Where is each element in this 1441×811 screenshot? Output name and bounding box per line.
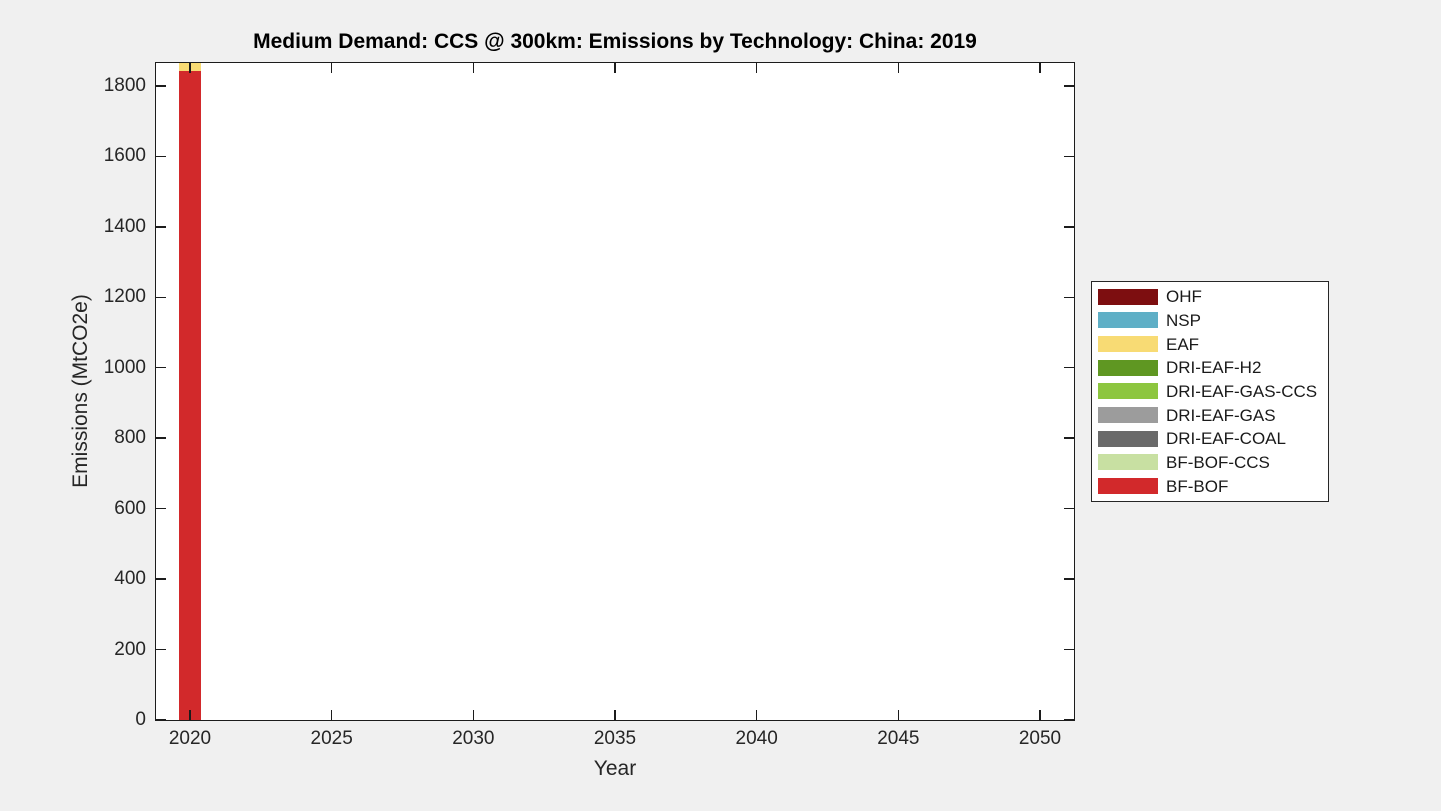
y-tick-mark-right xyxy=(1064,507,1074,510)
y-tick-mark xyxy=(156,437,166,439)
legend-row-dri-eaf-gas: DRI-EAF-GAS xyxy=(1098,407,1328,424)
x-tick-mark xyxy=(1039,710,1041,720)
x-tick-mark-top xyxy=(755,63,758,73)
y-tick-label: 1800 xyxy=(103,74,146,96)
y-tick-mark-right xyxy=(1064,648,1074,651)
legend-label: NSP xyxy=(1166,310,1201,330)
legend-row-dri-eaf-coal: DRI-EAF-COAL xyxy=(1098,430,1328,447)
x-tick-label: 2040 xyxy=(735,728,778,749)
bar-segment-bf-bof xyxy=(178,71,202,720)
legend-swatch-icon xyxy=(1098,312,1158,329)
legend-swatch-icon xyxy=(1098,359,1158,376)
x-tick-label: 2035 xyxy=(593,728,637,749)
y-tick-label: 1200 xyxy=(103,286,146,308)
legend-row-dri-eaf-h2: DRI-EAF-H2 xyxy=(1098,359,1328,376)
legend-swatch-icon xyxy=(1098,454,1158,471)
y-tick-mark-right xyxy=(1064,437,1074,439)
x-tick-mark xyxy=(755,710,758,720)
y-tick-label: 1600 xyxy=(103,145,146,167)
x-tick-label: 2050 xyxy=(1018,728,1062,749)
chart-title: Medium Demand: CCS @ 300km: Emissions by… xyxy=(253,30,977,53)
x-tick-mark-top xyxy=(189,63,191,73)
legend-label: DRI-EAF-GAS-CCS xyxy=(1166,381,1318,401)
legend-label: DRI-EAF-H2 xyxy=(1166,358,1262,378)
x-tick-mark-top xyxy=(897,63,900,73)
y-tick-mark xyxy=(156,578,166,580)
legend-label: BF-BOF xyxy=(1166,476,1229,496)
y-tick-mark xyxy=(156,648,166,651)
legend-swatch-icon xyxy=(1098,288,1158,305)
y-tick-mark xyxy=(156,719,166,721)
legend-label: BF-BOF-CCS xyxy=(1166,452,1270,472)
legend-row-nsp: NSP xyxy=(1098,312,1328,329)
x-tick-mark xyxy=(189,710,191,720)
y-tick-mark-right xyxy=(1064,719,1074,721)
y-tick-label: 400 xyxy=(114,568,146,590)
legend-label: EAF xyxy=(1166,334,1200,354)
legend-label: OHF xyxy=(1166,287,1202,307)
x-tick-label: 2025 xyxy=(310,728,353,749)
x-tick-label: 2030 xyxy=(452,728,495,749)
y-tick-label: 1000 xyxy=(103,356,146,378)
legend-box: OHF NSP EAF DRI-EAF-H2 DRI-EAF-GAS-CCS DRI-EA… xyxy=(1091,281,1329,502)
legend-swatch-icon xyxy=(1098,336,1158,353)
y-tick-mark xyxy=(156,226,166,228)
y-tick-mark xyxy=(156,507,166,510)
y-tick-mark xyxy=(156,85,166,87)
y-tick-mark xyxy=(156,155,166,158)
legend-swatch-icon xyxy=(1098,430,1158,447)
y-tick-label: 0 xyxy=(135,709,146,730)
y-tick-mark-right xyxy=(1064,296,1074,298)
y-axis-label: Emissions (MtCO2e) xyxy=(69,294,92,488)
legend-row-bf-bof-ccs: BF-BOF-CCS xyxy=(1098,454,1328,471)
legend-label: DRI-EAF-COAL xyxy=(1166,429,1286,449)
legend-swatch-icon xyxy=(1098,407,1158,424)
y-tick-mark-right xyxy=(1064,578,1074,580)
x-tick-mark xyxy=(614,710,616,720)
y-tick-mark xyxy=(156,366,166,369)
y-tick-label: 600 xyxy=(114,497,146,519)
legend-swatch-icon xyxy=(1098,478,1158,495)
x-tick-label: 2020 xyxy=(168,728,212,749)
y-tick-mark-right xyxy=(1064,155,1074,158)
x-tick-mark-top xyxy=(330,63,333,73)
x-tick-mark xyxy=(897,710,900,720)
y-tick-mark-right xyxy=(1064,366,1074,369)
y-tick-label: 200 xyxy=(114,638,146,660)
x-tick-mark xyxy=(330,710,333,720)
y-tick-mark-right xyxy=(1064,226,1074,228)
x-tick-mark xyxy=(472,710,475,720)
legend-row-dri-eaf-gas-ccs: DRI-EAF-GAS-CCS xyxy=(1098,383,1328,400)
x-tick-mark-top xyxy=(614,63,616,73)
legend-row-eaf: EAF xyxy=(1098,336,1328,353)
x-axis-label: Year xyxy=(593,757,637,780)
plot-area: 2020 2025 2030 2035 2040 2045 2050 0 200 400 600 80… xyxy=(104,62,1075,749)
legend-row-ohf: OHF xyxy=(1098,288,1328,305)
legend-label: DRI-EAF-GAS xyxy=(1166,405,1276,425)
y-tick-mark xyxy=(156,296,166,298)
legend-row-bf-bof: BF-BOF xyxy=(1098,478,1328,495)
x-tick-mark-top xyxy=(472,63,475,73)
y-tick-label: 1400 xyxy=(103,215,146,237)
x-tick-label: 2045 xyxy=(877,728,920,749)
x-tick-mark-top xyxy=(1039,63,1041,73)
y-tick-label: 800 xyxy=(114,427,146,449)
legend-swatch-icon xyxy=(1098,383,1158,400)
y-tick-mark-right xyxy=(1064,85,1074,87)
